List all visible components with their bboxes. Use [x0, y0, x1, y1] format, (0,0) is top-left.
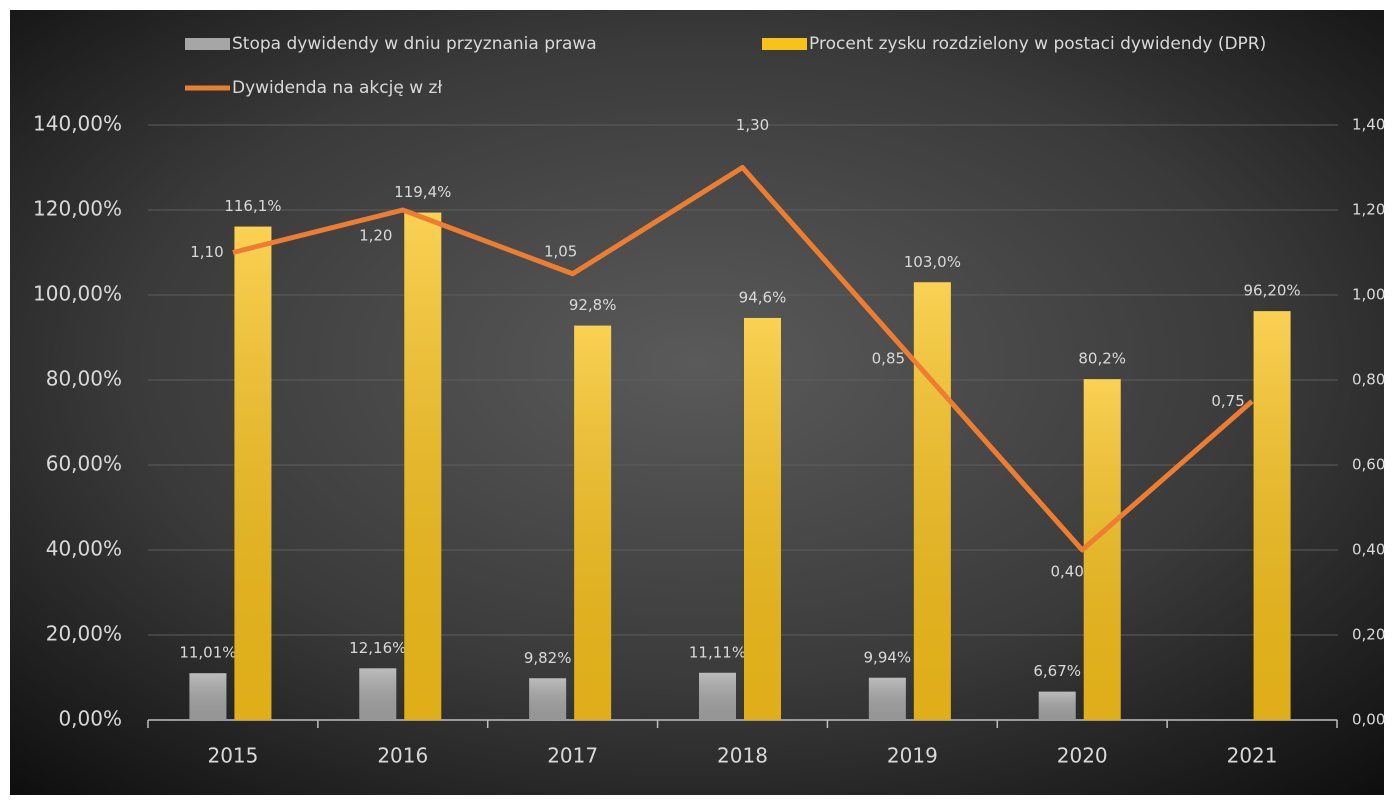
data-label: 9,82%: [524, 649, 572, 667]
data-label: 116,1%: [224, 197, 281, 215]
data-label: 80,2%: [1078, 350, 1126, 368]
legend-label: Stopa dywidendy w dniu przyznania prawa: [232, 34, 597, 54]
bar-shade: [189, 673, 227, 720]
y-tick-label: 0,00%: [58, 707, 122, 731]
data-label: 11,11%: [689, 643, 746, 661]
legend-label: Procent zysku rozdzielony w postaci dywi…: [809, 34, 1266, 54]
x-tick-label: 2019: [887, 744, 938, 768]
data-label: 1,05: [544, 242, 577, 260]
bar-shade: [699, 672, 736, 720]
y-tick-label: 80,00%: [46, 367, 122, 391]
y-tick-label: 60,00%: [46, 452, 122, 476]
bar-shade: [1038, 691, 1076, 720]
data-label: 0,85: [872, 349, 905, 367]
data-label: 0,40: [1051, 563, 1084, 581]
bar-shade: [404, 212, 442, 721]
x-tick-label: 2017: [547, 744, 598, 768]
bar-shade: [359, 668, 397, 720]
bar-shade: [529, 678, 567, 720]
x-tick-label: 2018: [717, 744, 768, 768]
y2-tick-label: 1,00: [1352, 286, 1385, 304]
data-label: 119,4%: [394, 183, 451, 201]
line: [232, 165, 1254, 553]
y-tick-label: 140,00%: [33, 112, 122, 136]
y2-tick-label: 1,20: [1352, 201, 1385, 219]
y2-tick-label: 0,20: [1352, 626, 1385, 644]
y-tick-label: 40,00%: [46, 537, 122, 561]
data-label: 94,6%: [739, 288, 787, 306]
legend-swatch: [185, 38, 230, 50]
bar-shade: [913, 282, 951, 720]
bar-shade: [1253, 311, 1291, 720]
data-label: 1,30: [736, 116, 769, 134]
x-tick-label: 2021: [1227, 744, 1278, 768]
data-label: 103,0%: [904, 253, 961, 271]
y2-tick-label: 0,80: [1352, 371, 1385, 389]
y-tick-label: 100,00%: [33, 282, 122, 306]
data-label: 6,67%: [1033, 662, 1081, 680]
bar-shade: [234, 226, 272, 720]
data-label: 11,01%: [179, 644, 236, 662]
data-label: 92,8%: [569, 296, 617, 314]
y2-tick-label: 0,60: [1352, 456, 1385, 474]
bar-shade: [744, 317, 781, 720]
y-tick-label: 120,00%: [33, 197, 122, 221]
data-label: 9,94%: [864, 648, 912, 666]
y2-tick-label: 1,40: [1352, 116, 1385, 134]
x-tick-label: 2020: [1057, 744, 1108, 768]
bar-shade: [574, 325, 612, 720]
data-label: 1,10: [190, 243, 223, 261]
x-tick-label: 2016: [377, 744, 428, 768]
y2-tick-label: 0,40: [1352, 541, 1385, 559]
data-label: 0,75: [1211, 392, 1244, 410]
y-tick-label: 20,00%: [46, 622, 122, 646]
legend-swatch: [762, 38, 807, 50]
x-tick-label: 2015: [207, 744, 258, 768]
bar-shade: [868, 677, 906, 720]
legend-label: Dywidenda na akcję w zł: [232, 78, 442, 98]
bar-shade: [1083, 379, 1121, 720]
data-label: 12,16%: [349, 639, 406, 657]
data-label: 96,20%: [1243, 282, 1300, 300]
y2-tick-label: 0,00: [1352, 711, 1385, 729]
data-label: 1,20: [359, 227, 392, 245]
